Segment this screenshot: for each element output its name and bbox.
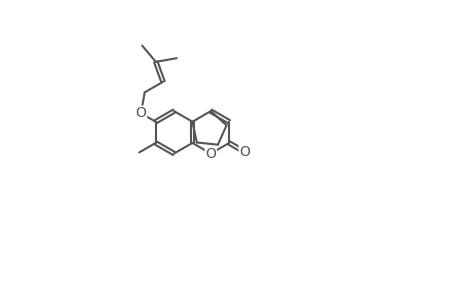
Text: O: O xyxy=(135,106,146,120)
Text: O: O xyxy=(205,146,216,161)
Text: O: O xyxy=(239,145,250,159)
